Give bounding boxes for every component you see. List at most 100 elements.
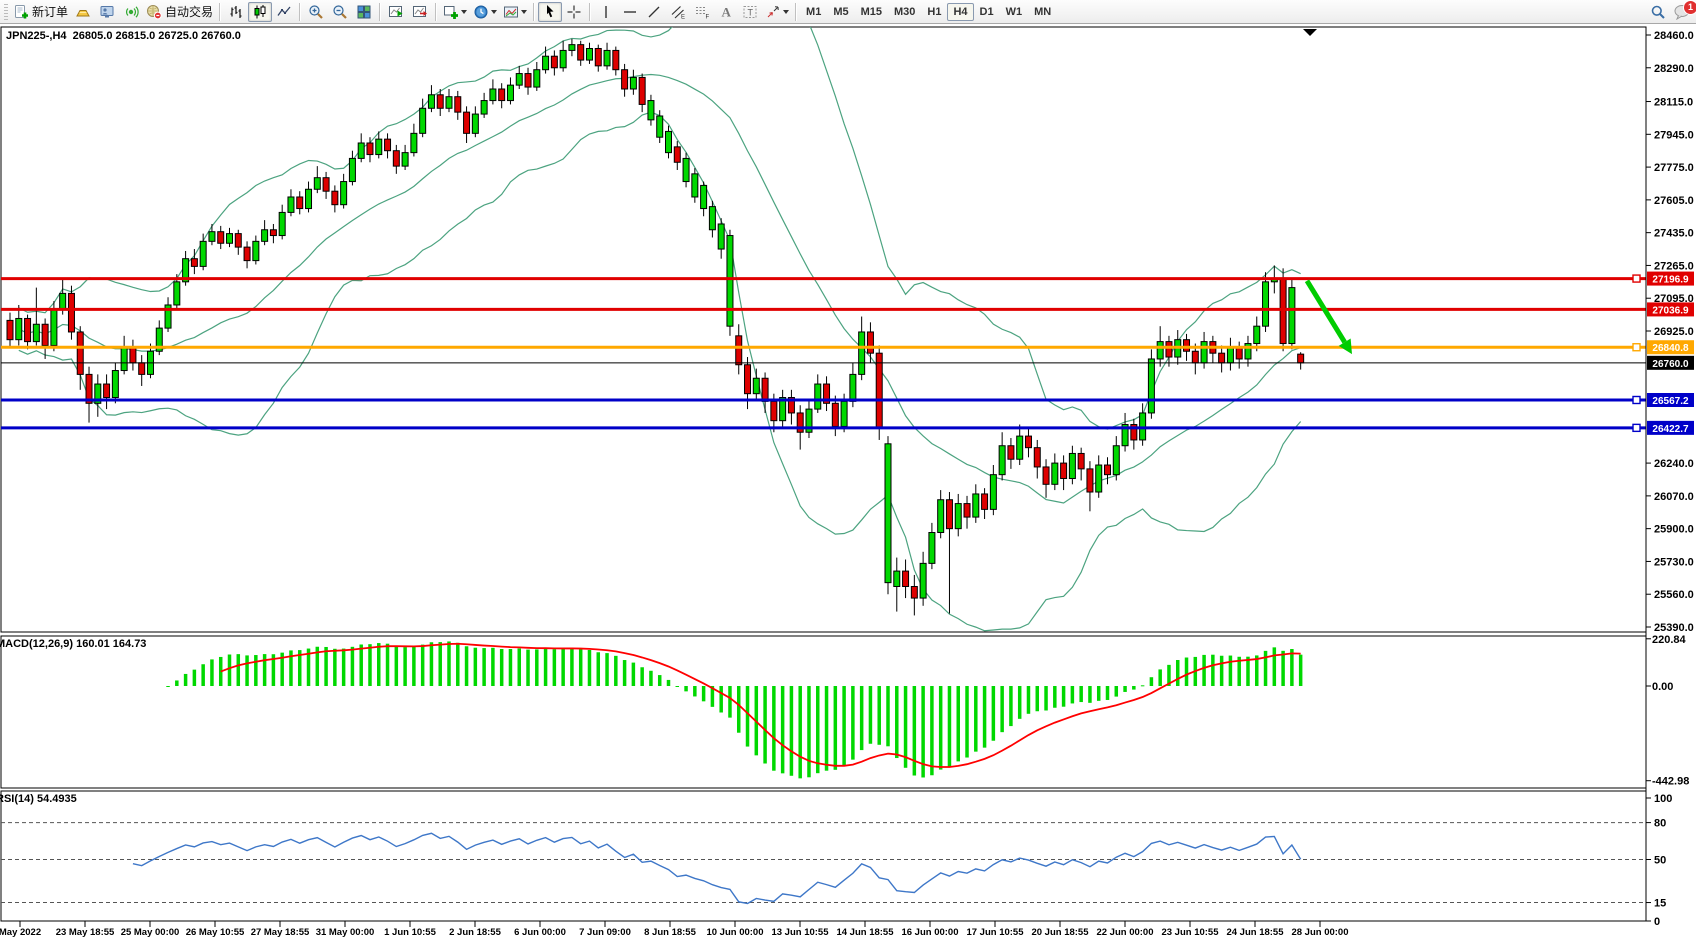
timeframe-h1[interactable]: H1: [927, 5, 942, 18]
candle: [1077, 452, 1085, 470]
candlestick-chart-button[interactable]: [248, 1, 273, 22]
toolbar-right: 1: [1646, 0, 1696, 22]
svg-text:0: 0: [1654, 916, 1660, 928]
candle: [717, 223, 725, 250]
candle: [989, 474, 997, 510]
svg-text:13 Jun 10:55: 13 Jun 10:55: [771, 927, 829, 938]
svg-text:17 Jun 10:55: 17 Jun 10:55: [966, 927, 1024, 938]
candle: [1016, 435, 1024, 460]
arrows-button[interactable]: [762, 2, 792, 22]
candle: [945, 499, 953, 530]
bar-chart-button[interactable]: [224, 2, 248, 22]
candle: [32, 323, 40, 343]
trendline-button[interactable]: [642, 2, 666, 22]
channel-button[interactable]: E: [666, 2, 690, 22]
candle: [1033, 447, 1041, 468]
chart-ohlc-values: 26805.0 26815.0 26725.0 26760.0: [72, 30, 241, 42]
timeframe-m30[interactable]: M30: [894, 5, 916, 18]
svg-text:-442.98: -442.98: [1652, 776, 1689, 788]
text-button[interactable]: A: [714, 2, 738, 22]
candle: [770, 400, 778, 422]
candle: [287, 196, 295, 213]
svg-text:27036.9: 27036.9: [1652, 305, 1689, 316]
toolbar-separator: [219, 2, 222, 21]
chart-shift-icon: [412, 4, 428, 20]
timeframe-d1[interactable]: D1: [979, 5, 994, 18]
candle: [1191, 350, 1199, 364]
templates-button[interactable]: [500, 2, 530, 22]
timeframe-mn[interactable]: MN: [1034, 5, 1052, 18]
candle: [1226, 346, 1234, 364]
candle: [981, 493, 989, 510]
new-chart-button[interactable]: [440, 2, 470, 22]
svg-text:7 Jun 09:00: 7 Jun 09:00: [579, 927, 631, 938]
accounts-button[interactable]: [95, 2, 119, 22]
chart-shift-button[interactable]: [408, 2, 432, 22]
toolbar-separator: [589, 2, 592, 21]
candlestick-chart-icon: [252, 4, 268, 20]
candle: [1244, 343, 1252, 360]
fibonacci-button[interactable]: F: [690, 2, 714, 22]
crosshair-button[interactable]: [562, 2, 586, 22]
candle: [524, 73, 532, 88]
timeframe-m1[interactable]: M1: [806, 5, 822, 18]
candle: [682, 157, 690, 183]
auto-trading-button[interactable]: 自动交易: [143, 2, 216, 22]
toolbar-separator: [379, 2, 382, 21]
candle: [278, 211, 286, 237]
new-order-button[interactable]: 新订单: [10, 2, 71, 22]
gold-button[interactable]: [71, 2, 95, 22]
candle: [1068, 452, 1076, 480]
svg-text:27095.0: 27095.0: [1654, 293, 1694, 305]
tile-windows-button[interactable]: [352, 2, 376, 22]
candle: [1253, 325, 1261, 345]
svg-text:25390.0: 25390.0: [1654, 622, 1694, 634]
zoom-out-icon: [332, 4, 348, 20]
signal-button[interactable]: [119, 2, 143, 22]
svg-text:6 Jun 00:00: 6 Jun 00:00: [514, 927, 566, 938]
line-chart-button[interactable]: [272, 2, 296, 22]
svg-text:26925.0: 26925.0: [1654, 326, 1694, 338]
candle: [796, 412, 804, 433]
new-order-icon: [13, 4, 29, 20]
timeframe-h4[interactable]: H4: [947, 2, 974, 21]
candle: [585, 47, 593, 61]
zoom-out-button[interactable]: [328, 2, 352, 22]
candle: [831, 402, 839, 427]
candle: [735, 335, 743, 366]
arrows-icon: [765, 4, 781, 20]
cursor-button[interactable]: [538, 1, 563, 22]
horizontal-line-button[interactable]: [618, 2, 642, 22]
text-label-button[interactable]: T: [738, 2, 762, 22]
periods-button[interactable]: [470, 2, 500, 22]
candle: [366, 142, 374, 156]
candle: [138, 362, 146, 375]
fibonacci-icon: F: [694, 4, 710, 20]
candle: [243, 246, 251, 262]
chat-button[interactable]: 1: [1670, 0, 1696, 22]
timeframe-m5[interactable]: M5: [833, 5, 849, 18]
candle: [296, 196, 304, 210]
chevron-down-icon: [491, 9, 498, 14]
candle: [1235, 346, 1243, 360]
toolbar-grip[interactable]: [4, 3, 8, 20]
timeframe-m15[interactable]: M15: [860, 5, 882, 18]
candle: [1095, 464, 1103, 493]
zoom-in-button[interactable]: [304, 2, 328, 22]
candle: [875, 352, 883, 429]
auto-scroll-button[interactable]: [384, 2, 408, 22]
signal-icon: [123, 4, 139, 20]
search-button[interactable]: [1646, 2, 1670, 22]
candle: [392, 150, 400, 167]
candle: [120, 346, 128, 372]
vertical-line-button[interactable]: [594, 2, 618, 22]
candle: [805, 408, 813, 433]
candle: [480, 100, 488, 115]
timeframe-w1[interactable]: W1: [1005, 5, 1023, 18]
candle: [910, 586, 918, 599]
price-tag-26422.7: [1647, 420, 1694, 435]
candle: [24, 317, 32, 343]
candle: [779, 397, 787, 422]
